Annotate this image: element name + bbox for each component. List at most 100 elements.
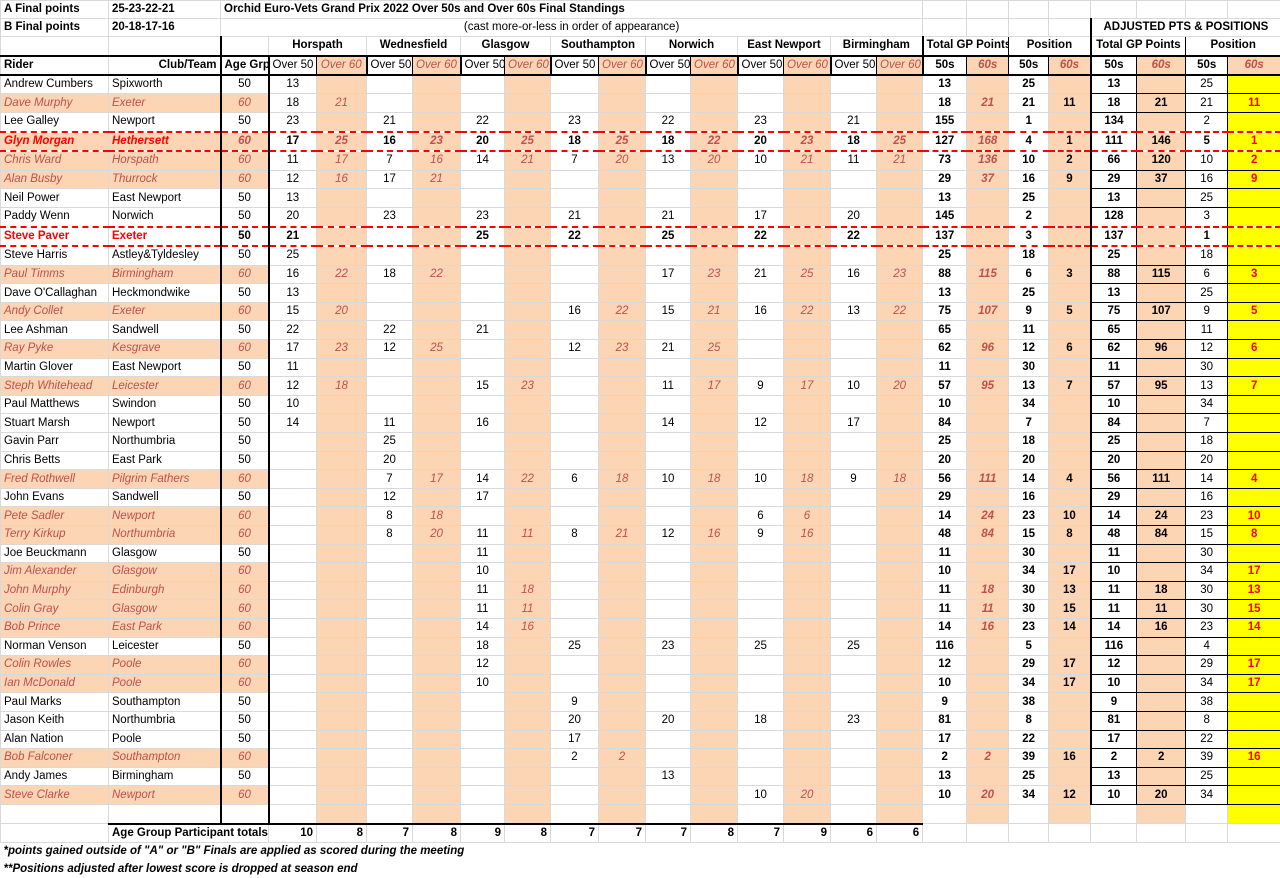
event-score[interactable] <box>877 94 923 113</box>
event-score[interactable] <box>413 414 461 433</box>
event-score[interactable]: 10 <box>461 674 505 693</box>
event-score[interactable] <box>317 75 367 94</box>
event-score[interactable] <box>461 693 505 712</box>
rider-club[interactable]: Glasgow <box>109 563 221 582</box>
event-score[interactable] <box>877 246 923 265</box>
event-score[interactable] <box>877 767 923 786</box>
adjusted-position-60s[interactable]: 7 <box>1228 377 1280 396</box>
event-score[interactable] <box>599 507 646 526</box>
position-50s[interactable]: 23 <box>1009 507 1049 526</box>
empty-cell[interactable] <box>221 804 269 823</box>
position-50s[interactable]: 34 <box>1009 786 1049 805</box>
adjusted-position-60s[interactable]: 15 <box>1228 600 1280 619</box>
total-60s[interactable] <box>967 563 1009 582</box>
rider-club[interactable]: East Park <box>109 451 221 470</box>
event-score[interactable] <box>646 581 691 600</box>
event-score[interactable]: 25 <box>691 340 738 359</box>
adjusted-position-60s[interactable] <box>1228 227 1280 247</box>
event-score[interactable] <box>599 581 646 600</box>
sheet-title[interactable]: Orchid Euro-Vets Grand Prix 2022 Over 50… <box>221 1 923 19</box>
event-score[interactable] <box>599 75 646 94</box>
age-group[interactable]: 60 <box>221 94 269 113</box>
adjusted-total-50s[interactable]: 137 <box>1091 227 1137 247</box>
event-score[interactable] <box>505 711 551 730</box>
event-score[interactable]: 13 <box>646 767 691 786</box>
total-60s[interactable] <box>967 395 1009 414</box>
event-score[interactable] <box>877 395 923 414</box>
event-score[interactable] <box>784 433 831 452</box>
event-score[interactable] <box>738 395 784 414</box>
adjusted-total-60s[interactable]: 37 <box>1137 170 1186 189</box>
event-score[interactable] <box>691 786 738 805</box>
event-score[interactable] <box>877 321 923 340</box>
empty-cell[interactable] <box>1186 804 1228 823</box>
event-score[interactable] <box>784 488 831 507</box>
adjusted-position-header[interactable]: Position <box>1186 37 1280 56</box>
adjusted-title[interactable]: ADJUSTED PTS & POSITIONS <box>1091 19 1280 37</box>
event-score[interactable] <box>551 674 599 693</box>
event-score[interactable]: 22 <box>691 132 738 152</box>
event-score[interactable]: 17 <box>551 730 599 749</box>
event-score[interactable] <box>831 433 877 452</box>
event-score[interactable] <box>784 711 831 730</box>
event-score[interactable] <box>646 674 691 693</box>
event-score[interactable]: 20 <box>784 786 831 805</box>
total-60s[interactable] <box>967 711 1009 730</box>
empty-cell[interactable] <box>831 804 877 823</box>
over60-header[interactable]: Over 60 <box>317 56 367 75</box>
adjusted-position-60s[interactable]: 10 <box>1228 507 1280 526</box>
event-score[interactable] <box>413 94 461 113</box>
s50-header[interactable]: 50s <box>923 56 967 75</box>
age-group[interactable]: 50 <box>221 227 269 247</box>
participant-total[interactable]: 7 <box>599 824 646 843</box>
event-score[interactable] <box>599 730 646 749</box>
event-score[interactable] <box>461 451 505 470</box>
event-score[interactable] <box>831 340 877 359</box>
position-60s[interactable]: 4 <box>1049 470 1091 489</box>
participant-total[interactable]: 8 <box>317 824 367 843</box>
event-score[interactable] <box>505 340 551 359</box>
position-50s[interactable]: 34 <box>1009 395 1049 414</box>
event-score[interactable] <box>461 507 505 526</box>
adjusted-position-60s[interactable]: 17 <box>1228 563 1280 582</box>
event-score[interactable] <box>413 227 461 247</box>
event-score[interactable] <box>646 94 691 113</box>
event-score[interactable] <box>269 786 317 805</box>
event-score[interactable] <box>367 563 413 582</box>
adjusted-total-60s[interactable]: 107 <box>1137 302 1186 321</box>
event-score[interactable] <box>738 189 784 208</box>
event-score[interactable]: 13 <box>831 302 877 321</box>
adjusted-total-60s[interactable] <box>1137 75 1186 94</box>
event-score[interactable] <box>269 600 317 619</box>
adjusted-position-60s[interactable]: 17 <box>1228 656 1280 675</box>
adjusted-position-60s[interactable] <box>1228 321 1280 340</box>
rider-club[interactable]: Norwich <box>109 207 221 226</box>
event-score[interactable] <box>413 321 461 340</box>
rider-name[interactable]: Ray Pyke <box>1 340 109 359</box>
event-score[interactable]: 21 <box>877 151 923 170</box>
event-score[interactable]: 25 <box>367 433 413 452</box>
position-60s[interactable]: 17 <box>1049 656 1091 675</box>
event-score[interactable] <box>691 767 738 786</box>
participant-totals-label[interactable]: Age Group Participant totals <box>109 824 269 843</box>
event-score[interactable] <box>691 637 738 656</box>
total-50s[interactable]: 25 <box>923 433 967 452</box>
adjusted-position-50s[interactable]: 9 <box>1186 302 1228 321</box>
event-score[interactable] <box>367 75 413 94</box>
event-score[interactable]: 6 <box>738 507 784 526</box>
total-60s[interactable] <box>967 488 1009 507</box>
event-score[interactable] <box>551 786 599 805</box>
event-score[interactable] <box>551 189 599 208</box>
event-score[interactable] <box>551 395 599 414</box>
event-score[interactable]: 13 <box>269 189 317 208</box>
adjusted-total-50s[interactable]: 81 <box>1091 711 1137 730</box>
event-score[interactable] <box>691 358 738 377</box>
event-score[interactable] <box>367 246 413 265</box>
adjusted-total-60s[interactable]: 84 <box>1137 526 1186 545</box>
event-score[interactable] <box>413 786 461 805</box>
event-score[interactable] <box>317 207 367 226</box>
total-50s[interactable]: 10 <box>923 674 967 693</box>
event-score[interactable] <box>877 600 923 619</box>
position-50s[interactable]: 16 <box>1009 170 1049 189</box>
event-score[interactable] <box>317 749 367 768</box>
